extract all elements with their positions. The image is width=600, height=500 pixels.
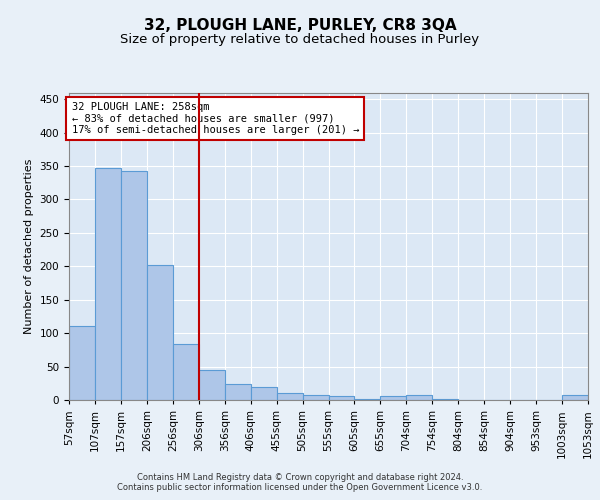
Bar bbox=[380, 396, 406, 400]
Text: 32, PLOUGH LANE, PURLEY, CR8 3QA: 32, PLOUGH LANE, PURLEY, CR8 3QA bbox=[143, 18, 457, 32]
Bar bbox=[121, 172, 147, 400]
Bar bbox=[173, 344, 199, 400]
Bar bbox=[199, 370, 224, 400]
Bar bbox=[277, 394, 302, 400]
Bar bbox=[302, 396, 329, 400]
Bar bbox=[225, 384, 251, 400]
Bar bbox=[95, 168, 121, 400]
Text: 32 PLOUGH LANE: 258sqm
← 83% of detached houses are smaller (997)
17% of semi-de: 32 PLOUGH LANE: 258sqm ← 83% of detached… bbox=[71, 102, 359, 135]
Text: Contains HM Land Registry data © Crown copyright and database right 2024.: Contains HM Land Registry data © Crown c… bbox=[137, 474, 463, 482]
Text: Size of property relative to detached houses in Purley: Size of property relative to detached ho… bbox=[121, 32, 479, 46]
Bar bbox=[433, 398, 458, 400]
Bar bbox=[355, 398, 380, 400]
Bar bbox=[406, 396, 432, 400]
Bar bbox=[69, 326, 95, 400]
Y-axis label: Number of detached properties: Number of detached properties bbox=[24, 158, 34, 334]
Bar bbox=[251, 386, 277, 400]
Bar bbox=[329, 396, 355, 400]
Bar bbox=[562, 396, 588, 400]
Text: Contains public sector information licensed under the Open Government Licence v3: Contains public sector information licen… bbox=[118, 484, 482, 492]
Bar bbox=[147, 265, 173, 400]
